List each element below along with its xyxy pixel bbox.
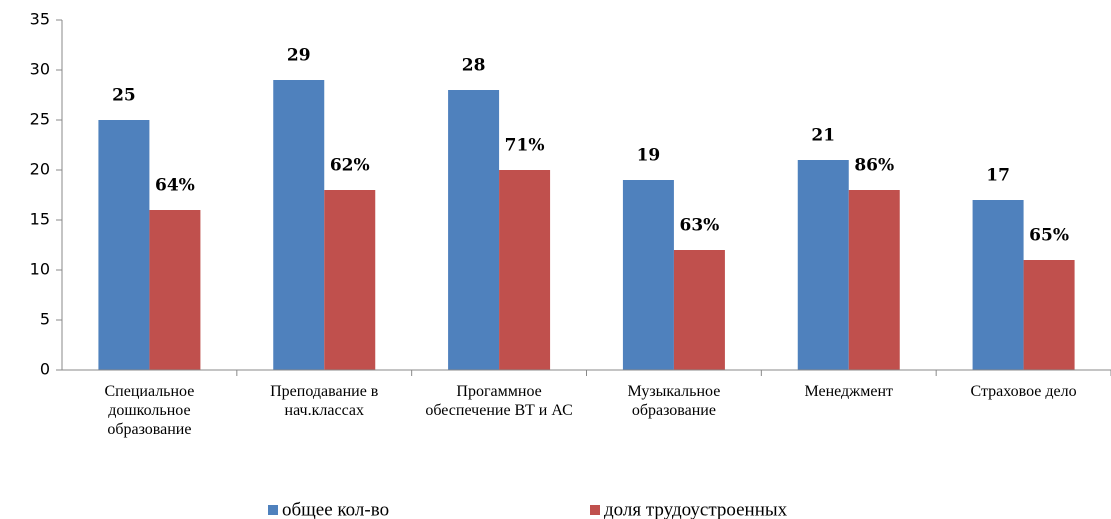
- data-label: 17: [986, 166, 1010, 186]
- y-tick-label: 35: [30, 10, 50, 29]
- x-tick-label: Менеджмент: [804, 383, 894, 400]
- annotation: 62%: [330, 156, 370, 176]
- x-tick-label: Прогаммное обеспечение ВТ и АС: [425, 383, 573, 419]
- legend-label: доля трудоустроенных: [604, 499, 788, 519]
- bar: [673, 250, 725, 370]
- x-tick-label: Специальное дошкольное образование: [104, 383, 195, 438]
- y-tick-label: 30: [30, 60, 50, 79]
- bar: [499, 170, 551, 370]
- annotation: 86%: [854, 156, 894, 176]
- data-label: 29: [287, 46, 311, 66]
- y-tick-label: 0: [40, 360, 50, 379]
- data-label: 25: [112, 86, 136, 106]
- y-tick-label: 25: [30, 110, 50, 129]
- y-tick-label: 20: [30, 160, 50, 179]
- legend-swatch: [268, 505, 278, 515]
- bar: [622, 180, 674, 370]
- x-tick-label: Музыкальное образование: [627, 383, 721, 419]
- bar: [273, 80, 325, 370]
- y-tick-label: 10: [30, 260, 50, 279]
- annotation: 63%: [680, 216, 720, 236]
- annotation: 64%: [155, 176, 195, 196]
- annotation: 71%: [505, 136, 545, 156]
- bar: [797, 160, 849, 370]
- bar: [1023, 260, 1075, 370]
- legend-label: общее кол-во: [282, 499, 389, 519]
- legend-swatch: [590, 505, 600, 515]
- data-label: 19: [637, 146, 661, 166]
- annotation: 65%: [1029, 226, 1069, 246]
- bar: [98, 120, 150, 370]
- x-tick-label: Страховое дело: [970, 383, 1077, 400]
- bar: [972, 200, 1024, 370]
- bar: [324, 190, 376, 370]
- y-tick-label: 5: [40, 310, 50, 329]
- bar: [848, 190, 900, 370]
- y-tick-label: 15: [30, 210, 50, 229]
- data-label: 21: [811, 126, 835, 146]
- bar: [149, 210, 201, 370]
- data-label: 28: [462, 56, 486, 76]
- bar: [448, 90, 500, 370]
- x-tick-label: Преподавание в нач.классах: [270, 383, 379, 419]
